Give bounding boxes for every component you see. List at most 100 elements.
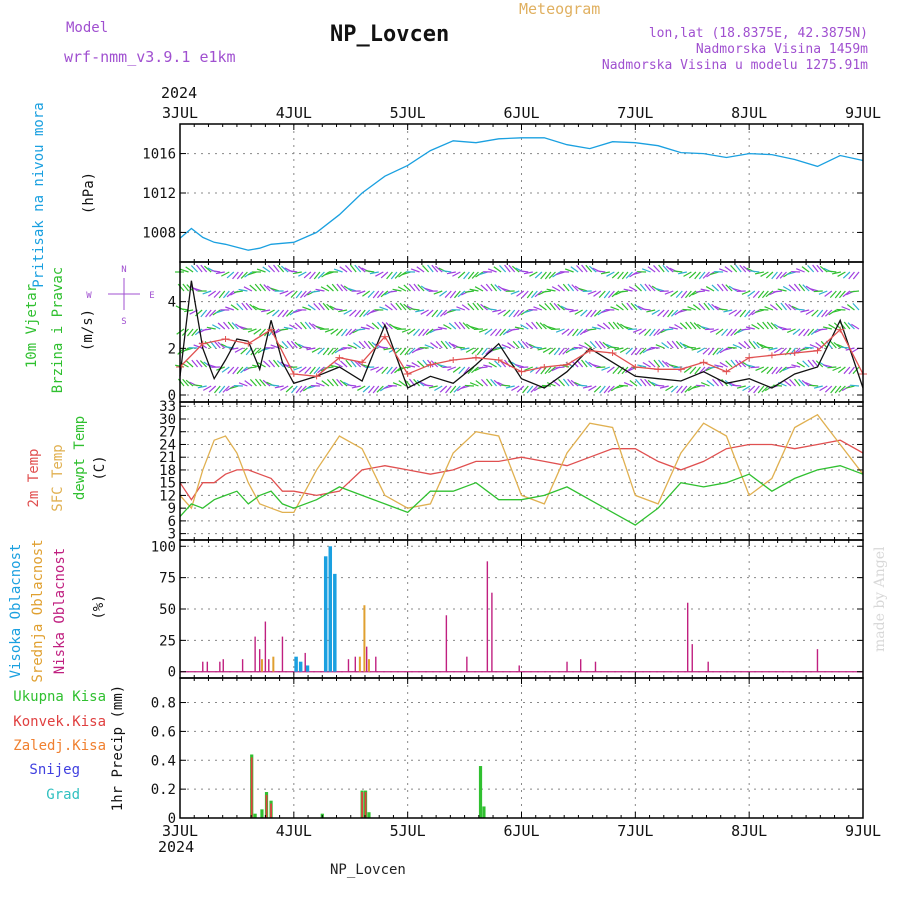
wind-arrow	[594, 340, 602, 349]
wind-arrow	[593, 385, 602, 393]
wind-arrow	[741, 328, 751, 331]
wind-arrow	[675, 340, 683, 349]
wind-arrow	[240, 366, 248, 374]
wind-arrow	[723, 347, 733, 351]
wind-arrow	[497, 309, 506, 315]
wind-arrow	[343, 309, 352, 315]
wind-arrow	[557, 284, 565, 292]
wind-arrow	[571, 284, 579, 292]
pressure-frame	[179, 123, 864, 263]
wind-arrow	[279, 290, 289, 295]
wind-arrow	[733, 328, 742, 336]
wind-arrow	[493, 379, 502, 387]
wind-arrow	[464, 290, 475, 293]
wind-arrow	[519, 366, 529, 369]
wind-arrow	[485, 347, 493, 355]
wind-arrow	[494, 360, 502, 368]
wind-arrow	[480, 284, 488, 292]
wind-arrow	[317, 271, 325, 279]
y-tick-label: 0.2	[151, 782, 176, 798]
wind-arrow	[247, 328, 257, 333]
wind-arrow	[602, 341, 611, 349]
wind-arrow	[184, 309, 194, 313]
wind-arrow	[644, 378, 652, 387]
wind-arrow	[728, 309, 737, 315]
wind-arrow	[253, 328, 262, 335]
wind-arrow	[824, 290, 833, 297]
wind-arrow	[231, 322, 239, 330]
wind-arrow	[424, 384, 434, 387]
wind-arrow	[641, 308, 651, 311]
y-tick-label: 33	[159, 399, 176, 415]
wind-arrow	[800, 309, 810, 313]
wind-arrow	[416, 379, 425, 387]
wind-arrow	[593, 290, 602, 297]
clouds-bar	[707, 661, 709, 672]
wind-arrow	[725, 284, 733, 292]
wind-arrow	[680, 385, 688, 394]
panels: 1008 1012 1016 3JUL 4JUL 5JUL 6JUL 7JUL 8JUL 9JUL…	[8, 102, 881, 840]
wind-arrow	[670, 385, 679, 393]
wind-arrow	[584, 360, 593, 368]
wind-arrow	[306, 385, 316, 390]
wind-arrow	[802, 360, 810, 368]
wind-arrow	[499, 265, 507, 273]
wind-arrow	[764, 306, 774, 311]
y-tick-label: 50	[159, 602, 176, 618]
wind-arrow	[670, 309, 679, 317]
wind-arrow	[696, 347, 706, 354]
wind-arrow	[578, 384, 588, 387]
wind-arrow	[457, 290, 466, 298]
wind-arrow	[308, 322, 316, 330]
wind-arrow	[810, 328, 819, 336]
precip-bar	[482, 806, 486, 818]
wind-arrow	[538, 304, 547, 311]
wind-arrow	[798, 378, 806, 387]
wind-arrow	[376, 385, 384, 393]
wind-arrow	[809, 344, 819, 349]
wind-arrow	[707, 302, 715, 311]
wind-arrow	[350, 359, 357, 368]
clouds-bar	[363, 605, 366, 672]
wind-arrow	[644, 283, 652, 292]
wind-arrow	[581, 264, 588, 273]
x-tick-label: 5JUL	[390, 822, 426, 840]
wind-arrow	[757, 290, 765, 299]
y-tick-label: 0	[168, 388, 176, 404]
wind-arrow	[623, 382, 633, 387]
wind-arrow	[606, 366, 615, 373]
wind-arrow	[430, 342, 439, 349]
wind-arrow	[534, 290, 543, 298]
wind-arrow	[852, 271, 860, 280]
wind-arrow	[485, 283, 493, 292]
wind-arrow	[208, 290, 217, 297]
temperature-series-line-1	[179, 413, 864, 514]
wind-arrow	[458, 366, 466, 375]
wind-arrow	[757, 385, 765, 394]
wind-arrow	[723, 309, 733, 313]
wind-arrow	[576, 328, 584, 337]
wind-arrow	[326, 303, 334, 311]
wind-arrow	[417, 284, 425, 292]
wind-arrow	[283, 326, 293, 330]
wind-arrow	[662, 309, 670, 318]
wind-arrow	[501, 287, 511, 292]
wind-arrow	[692, 304, 701, 311]
wind-arrow	[206, 326, 216, 330]
wind-arrow	[516, 385, 525, 393]
clouds-bar	[466, 656, 468, 672]
wind-arrow	[244, 380, 253, 387]
wind-arrow	[262, 379, 271, 387]
wind-arrow	[476, 302, 484, 311]
footer-station: NP_Lovcen	[330, 862, 406, 878]
wind-arrow	[362, 309, 371, 317]
wind-arrow	[741, 290, 751, 295]
wind-arrow	[410, 268, 420, 273]
year-top: 2024	[161, 84, 198, 102]
wind-arrow	[493, 266, 502, 273]
wind-arrow	[719, 268, 728, 273]
wind-arrow	[261, 347, 271, 352]
wind-arrow	[579, 328, 588, 336]
wind-arrow	[572, 328, 579, 337]
